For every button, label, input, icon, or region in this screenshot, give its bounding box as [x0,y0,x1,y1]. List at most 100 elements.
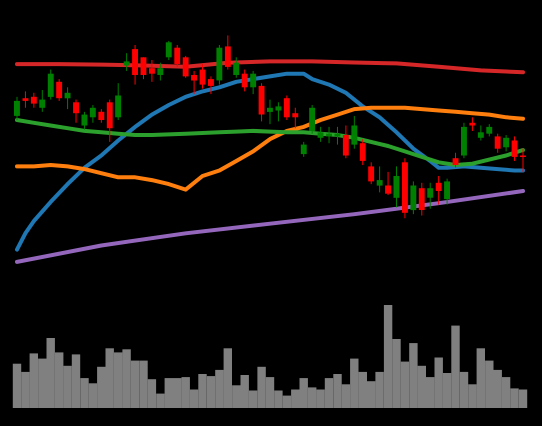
candle-body [241,73,248,88]
candle-body [444,181,450,200]
volume-bar [63,365,72,408]
volume-bar [12,363,22,408]
candle-body [461,126,467,156]
candle-body [98,111,105,120]
candle-body [216,47,223,81]
volume-bar [291,389,300,408]
volume-bar [88,383,98,408]
candle-body [149,68,155,74]
volume-bar [164,378,173,408]
moving-average-line-3 [15,105,525,192]
moving-average-line-2 [15,71,525,252]
candlesticks [14,35,526,219]
volume-bar [501,377,511,408]
candle-body [342,135,349,156]
volume-bar [350,358,359,408]
moving-average-lines [15,59,525,264]
volume-bar [459,371,469,408]
candle-body [165,42,172,58]
volume-bar [417,365,426,408]
volume-bar [375,371,384,408]
volume-bar [215,369,224,408]
candle-body [191,75,197,81]
volume-bar [510,388,519,408]
moving-average-line-1 [15,59,525,75]
volume-bar [409,343,418,408]
candle-body [81,114,88,126]
candle-body [326,133,332,137]
candle-body [494,136,501,149]
volume-bar [257,366,266,408]
candle-body [47,73,54,97]
volume-bar [324,378,334,408]
volume-bar [518,389,528,408]
volume-bar [181,377,190,408]
volume-bar [341,384,351,408]
volume-bar [426,377,435,408]
candle-body [351,125,358,145]
candle-body [157,68,164,75]
volume-bar [367,381,376,408]
volume-bar [189,389,199,408]
volume-bar [206,376,216,408]
volume-bar [358,371,367,408]
candle-body [89,107,96,118]
volume-bar [21,371,30,408]
volume-bar [156,393,165,408]
candle-body [486,126,493,134]
volume-bar [29,353,38,408]
volume-bar [476,348,485,408]
candle-body [410,185,417,211]
candle-body [300,144,307,155]
volume-bar [198,374,207,408]
candle-body [359,143,366,161]
volume-bar [434,357,443,408]
candle-body [368,166,375,182]
candle-body [283,98,290,118]
volume-bar [232,385,241,408]
volume-bar [282,395,292,408]
candle-body [275,106,282,111]
candle-body [292,113,299,118]
volume-bar [299,378,308,408]
volume-bar [493,369,502,408]
candle-body [174,47,181,65]
candle-body [39,99,46,108]
volume-bar [485,360,494,408]
candle-body [115,95,122,118]
candle-body [402,162,408,213]
volume-bar [122,349,131,408]
candle-body [132,49,138,75]
volume-bar [274,390,283,408]
volume-bar [130,360,140,408]
candle-body [250,73,257,88]
candle-body [22,98,29,101]
candle-body [477,132,484,138]
candle-body [123,61,130,66]
candle-body [64,92,71,99]
candle-body [452,158,459,165]
candle-body [520,155,526,157]
candle-body [427,188,434,198]
volume-bar [248,390,258,408]
candle-body [503,137,510,148]
candle-body [106,102,113,129]
candle-body [208,79,214,86]
candle-body [385,185,391,194]
volume-bar [468,384,477,408]
volume-bar [442,373,452,408]
volume-bar [114,352,123,408]
volume-bar [383,305,393,408]
candle-body [334,133,341,137]
volume-bar [139,360,148,408]
candle-body [511,140,518,157]
volume-bar [173,378,182,408]
volume-bar [333,374,342,408]
volume-bar [400,361,410,408]
volume-bar [265,377,275,408]
candle-body [393,176,400,198]
volume-bar [80,378,89,408]
candle-body [309,107,316,131]
volume-bar [392,339,401,408]
